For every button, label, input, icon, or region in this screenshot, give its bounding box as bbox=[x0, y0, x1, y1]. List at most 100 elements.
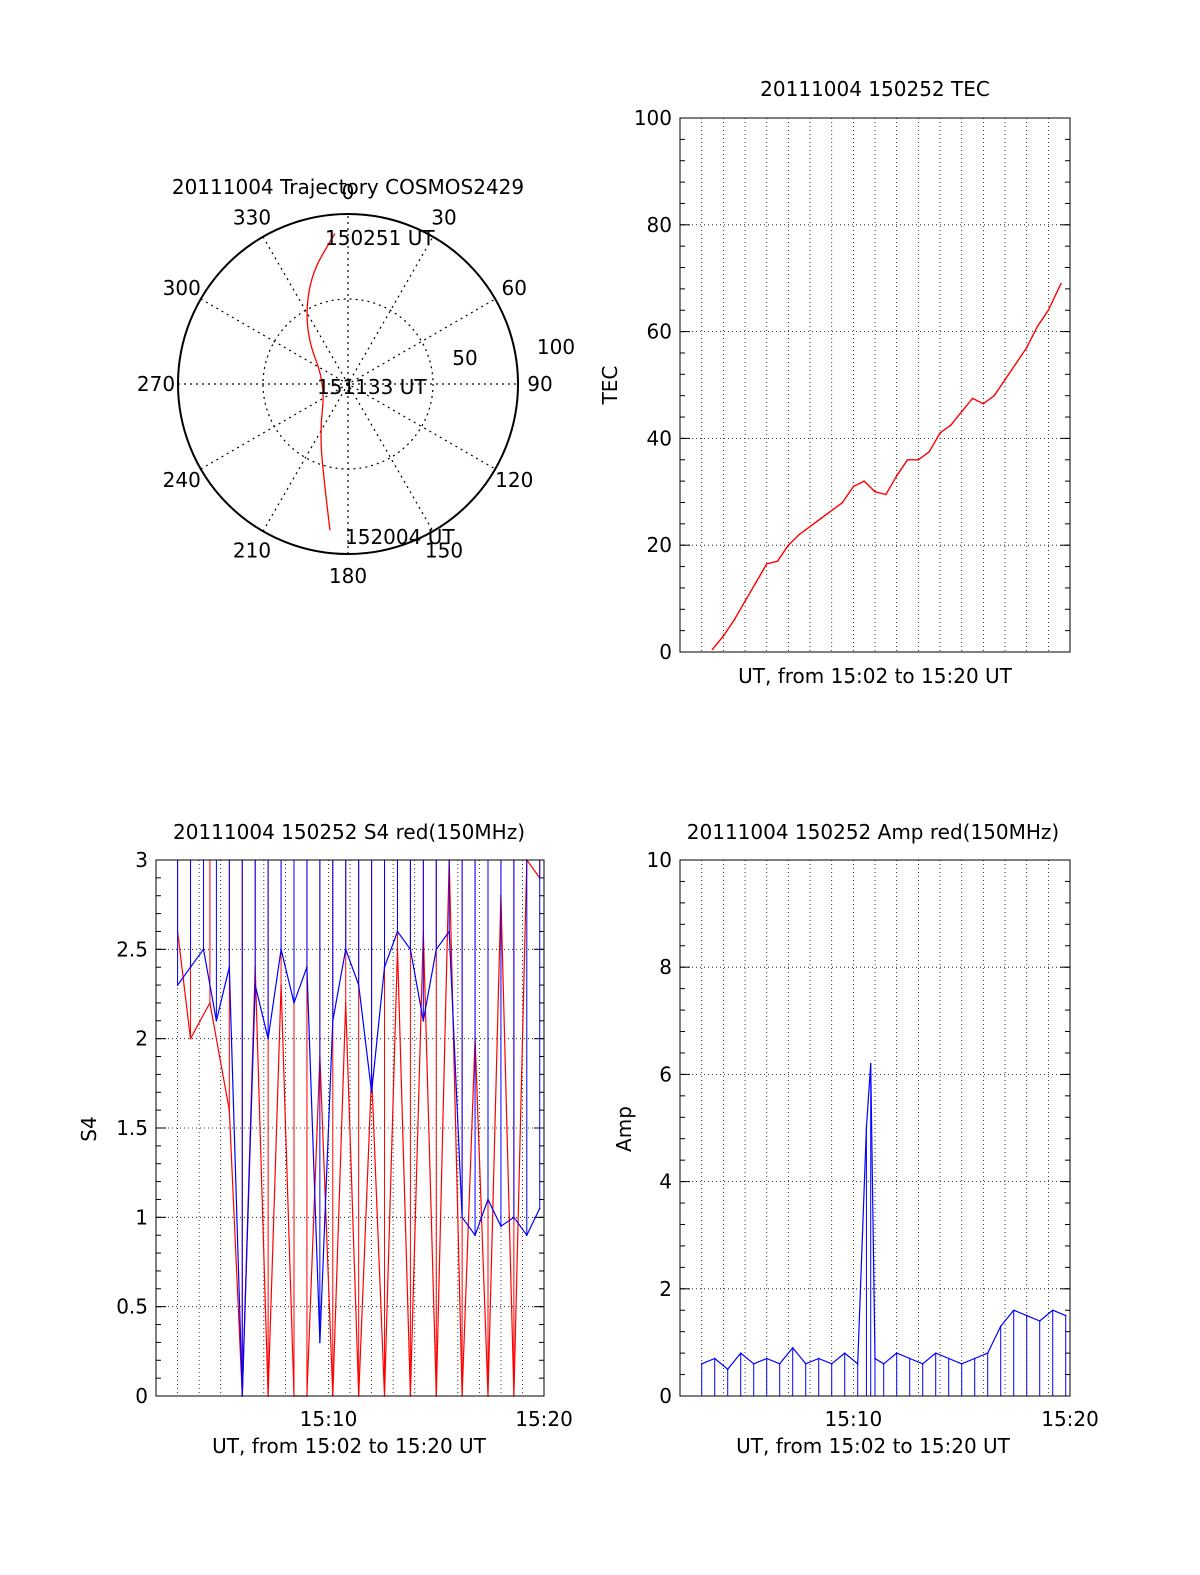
polar-azimuth-label: 330 bbox=[233, 206, 271, 230]
tec-point bbox=[787, 544, 790, 546]
tec-ticks: 0 20 40 60 80 100 bbox=[634, 106, 1070, 664]
polar-radial-label: 50 bbox=[452, 346, 477, 370]
tec-point bbox=[841, 501, 844, 504]
tec-chart: 20111004 150252 TEC UT, from 15:02 to 15… bbox=[598, 77, 1071, 688]
s4-ytick-label: 1 bbox=[135, 1205, 148, 1229]
tec-point bbox=[874, 491, 876, 493]
polar-spoke bbox=[262, 236, 434, 532]
amp-frame bbox=[679, 859, 1071, 1397]
tec-xlabel: UT, from 15:02 to 15:20 UT bbox=[738, 664, 1013, 688]
amp-ytick-label: 0 bbox=[659, 1384, 672, 1408]
amp-ticks: 0 2 4 6 8 10 15:10 15:20 bbox=[647, 848, 1099, 1431]
amp-grid bbox=[680, 860, 1070, 1396]
tec-point bbox=[744, 600, 746, 603]
tec-frame bbox=[679, 117, 1071, 653]
s4-xtick-label: 15:20 bbox=[515, 1407, 573, 1431]
s4-chart: 20111004 150252 S4 red(150MHz) UT, from … bbox=[77, 820, 573, 1458]
polar-trajectory-chart: 20111004 Trajectory COSMOS2429 0 30 60 90 12… bbox=[137, 175, 575, 588]
s4-frame bbox=[155, 859, 545, 1397]
tec-point bbox=[755, 581, 757, 584]
tec-ytick-label: 100 bbox=[634, 106, 672, 130]
s4-ytick-label: 1.5 bbox=[116, 1116, 148, 1140]
amp-title: 20111004 150252 Amp red(150MHz) bbox=[687, 820, 1059, 844]
tec-point bbox=[765, 563, 768, 565]
tec-ylabel: TEC bbox=[598, 366, 622, 406]
s4-ytick-label: 3 bbox=[135, 848, 148, 872]
polar-trajectory-line bbox=[306, 233, 336, 531]
polar-azimuth-label: 150 bbox=[425, 538, 463, 562]
tec-point bbox=[950, 424, 952, 426]
tec-point bbox=[1047, 309, 1050, 312]
amp-xtick-label: 15:20 bbox=[1041, 1407, 1099, 1431]
tec-grid bbox=[680, 118, 1070, 652]
tec-point bbox=[1060, 282, 1062, 285]
tec-point bbox=[711, 648, 714, 651]
amp-ytick-label: 8 bbox=[659, 955, 672, 979]
polar-azimuth-label: 90 bbox=[527, 372, 552, 396]
s4-title: 20111004 150252 S4 red(150MHz) bbox=[173, 820, 525, 844]
s4-ytick-label: 2.5 bbox=[116, 937, 148, 961]
polar-trajectory bbox=[306, 233, 336, 531]
amp-ytick-label: 2 bbox=[659, 1277, 672, 1301]
polar-grid bbox=[177, 213, 519, 555]
tec-point bbox=[1025, 346, 1028, 349]
tec-point bbox=[722, 635, 725, 637]
polar-azimuth-label: 60 bbox=[502, 276, 527, 300]
polar-azimuth-label: 120 bbox=[495, 468, 533, 492]
tec-point bbox=[830, 509, 833, 512]
polar-azimuth-label: 180 bbox=[329, 564, 367, 588]
tec-point bbox=[928, 450, 931, 453]
polar-azimuth-label: 210 bbox=[233, 538, 271, 562]
tec-ytick-label: 60 bbox=[647, 320, 672, 344]
tec-series bbox=[711, 282, 1062, 651]
polar-azimuth-label: 30 bbox=[431, 206, 456, 230]
s4-xlabel: UT, from 15:02 to 15:20 UT bbox=[212, 1434, 487, 1458]
tec-point bbox=[993, 394, 996, 397]
tec-ytick-label: 80 bbox=[647, 213, 672, 237]
polar-title: 20111004 Trajectory COSMOS2429 bbox=[172, 175, 524, 199]
amp-series-0 bbox=[701, 1063, 1066, 1370]
trajectory-end-label: 152004 UT bbox=[345, 525, 455, 549]
tec-point bbox=[863, 480, 866, 482]
s4-ylabel: S4 bbox=[77, 1116, 101, 1141]
amp-series bbox=[700, 1062, 1067, 1396]
s4-ytick-label: 0 bbox=[135, 1384, 148, 1408]
polar-azimuth-label: 240 bbox=[163, 468, 201, 492]
tec-point bbox=[852, 485, 855, 488]
polar-azimuth-label: 0 bbox=[342, 180, 355, 204]
tec-point bbox=[939, 432, 941, 434]
amp-chart: 20111004 150252 Amp red(150MHz) UT, from… bbox=[612, 820, 1099, 1458]
s4-xtick-label: 15:10 bbox=[300, 1407, 358, 1431]
tec-point bbox=[971, 397, 974, 400]
tec-point bbox=[895, 474, 898, 477]
polar-radial-label: 100 bbox=[537, 335, 575, 359]
tec-point bbox=[820, 517, 822, 520]
tec-point bbox=[1036, 325, 1039, 328]
s4-ytick-label: 0.5 bbox=[116, 1295, 148, 1319]
trajectory-mid-label: 151133 UT bbox=[317, 375, 427, 399]
amp-xlabel: UT, from 15:02 to 15:20 UT bbox=[736, 1434, 1011, 1458]
s4-ytick-label: 2 bbox=[135, 1027, 148, 1051]
tec-series-0 bbox=[711, 283, 1062, 650]
trajectory-start-label: 150251 UT bbox=[325, 226, 435, 250]
tec-point bbox=[798, 533, 801, 536]
tec-ytick-label: 0 bbox=[659, 640, 672, 664]
tec-point bbox=[982, 402, 985, 405]
tec-point bbox=[885, 493, 887, 496]
polar-azimuth-label: 270 bbox=[137, 372, 175, 396]
polar-labels: 0 30 60 90 120 150 180 210 240 270 300 330 50 100 1502… bbox=[137, 180, 575, 588]
tec-point bbox=[917, 458, 920, 461]
s4-ticks: 0 0.5 1 1.5 2 2.5 3 15:10 15:20 bbox=[116, 848, 573, 1431]
tec-point bbox=[906, 458, 909, 461]
tec-ytick-label: 20 bbox=[647, 533, 672, 557]
amp-xtick-label: 15:10 bbox=[825, 1407, 883, 1431]
amp-ytick-label: 10 bbox=[647, 848, 672, 872]
amp-ytick-label: 4 bbox=[659, 1170, 672, 1194]
tec-point bbox=[1004, 378, 1006, 381]
amp-ylabel: Amp bbox=[612, 1106, 636, 1152]
tec-title: 20111004 150252 TEC bbox=[760, 77, 990, 101]
tec-point bbox=[1015, 362, 1017, 365]
tec-point bbox=[809, 525, 811, 528]
tec-point bbox=[960, 410, 963, 413]
